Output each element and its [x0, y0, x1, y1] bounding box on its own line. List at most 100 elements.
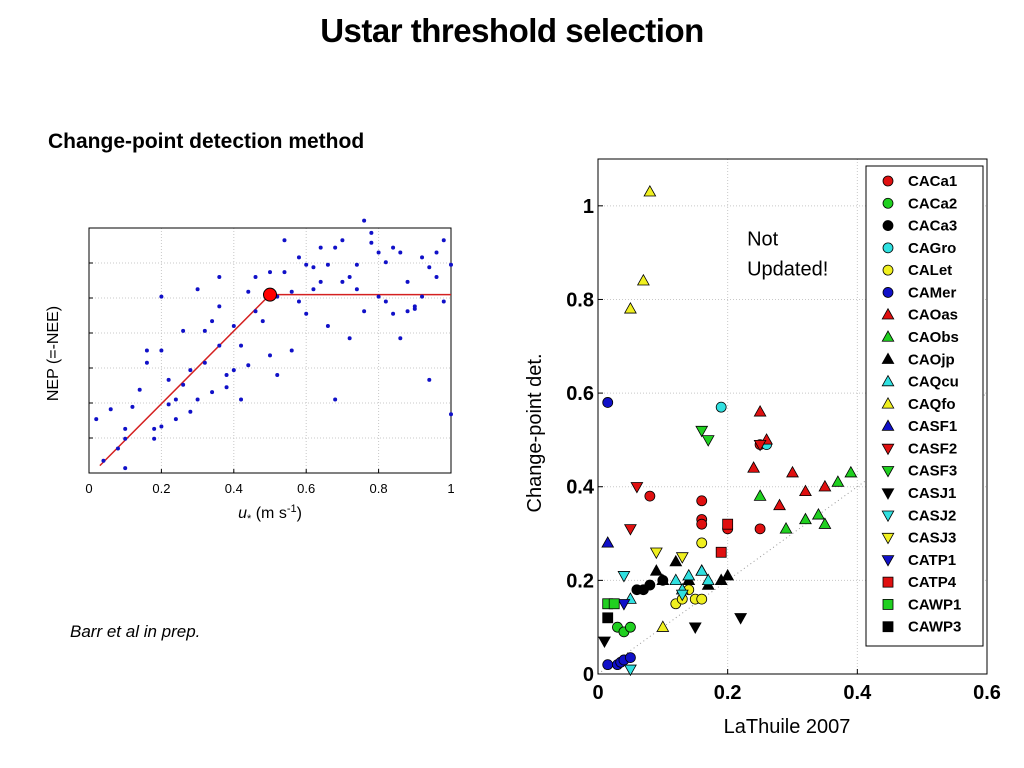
slide-title: Ustar threshold selection — [320, 12, 704, 49]
legend-marker-caca3 — [882, 220, 894, 231]
right-point-catp1 — [617, 599, 631, 611]
left-x-tick-label: 0.8 — [370, 481, 388, 496]
left-data-point — [391, 311, 396, 316]
right-point-casf3 — [701, 435, 715, 447]
left-data-point — [362, 218, 367, 223]
legend-label-caqfo: CAQfo — [908, 396, 956, 413]
left-data-point — [282, 270, 287, 275]
right-point-camer — [625, 652, 636, 664]
legend-marker-cawp1 — [882, 599, 894, 610]
left-data-point — [441, 299, 446, 304]
right-chart: 0 0.2 0.4 0.6 0 0.2 0.4 0.6 0.8 1 Not Updated! CACa1… — [524, 158, 1001, 738]
right-point-caqfo — [656, 620, 670, 632]
left-data-point — [347, 336, 352, 341]
left-data-point — [420, 255, 425, 260]
legend-marker-catp4 — [882, 576, 894, 588]
left-data-point — [239, 343, 244, 348]
right-x-tick-label: 0.6 — [973, 682, 1001, 704]
left-data-point — [152, 426, 157, 431]
right-point-casj3 — [675, 552, 689, 564]
left-data-point — [333, 245, 338, 250]
left-data-point — [398, 250, 403, 255]
left-data-point — [405, 279, 410, 284]
left-data-point — [354, 262, 359, 267]
left-data-point — [173, 397, 178, 402]
left-data-point — [318, 279, 323, 284]
left-plot-area — [89, 228, 451, 473]
right-point-caobs — [844, 465, 858, 478]
right-x-tick-label: 0.4 — [843, 682, 872, 704]
legend-marker-caca2 — [882, 197, 894, 209]
legend-label-catp1: CATP1 — [908, 552, 956, 569]
left-data-point — [441, 238, 446, 243]
left-data-point — [383, 260, 388, 265]
right-point-caojp — [656, 573, 670, 586]
left-data-point — [369, 230, 374, 235]
right-point-casf2 — [630, 482, 644, 494]
right-point-caca3 — [644, 579, 656, 591]
left-data-point — [449, 412, 453, 417]
right-point-caqfo — [643, 184, 657, 197]
left-x-axis-label: u* (m s-1) — [238, 503, 302, 525]
left-data-point — [210, 319, 215, 324]
legend-marker-caojp — [881, 352, 895, 364]
left-data-point — [391, 245, 396, 250]
right-point-caqcu — [682, 568, 696, 581]
right-point-casf1 — [601, 536, 615, 548]
right-point-casf3 — [695, 425, 709, 438]
left-data-point — [282, 238, 287, 243]
left-data-point — [398, 336, 403, 341]
legend-label-caobs: CAObs — [908, 329, 959, 346]
legend-label-casj2: CASJ2 — [908, 507, 956, 524]
left-data-point — [333, 397, 338, 402]
right-point-casj3 — [649, 547, 663, 560]
right-point-casj1 — [598, 636, 611, 649]
legend-marker-casj3 — [881, 532, 895, 545]
left-data-point — [268, 270, 272, 275]
right-x-tick-label: 0 — [592, 682, 603, 704]
left-data-point — [224, 373, 229, 377]
right-point-casf2 — [623, 524, 637, 536]
left-data-point — [449, 262, 453, 267]
right-point-camer — [602, 659, 614, 671]
left-data-point — [304, 311, 309, 316]
left-data-point — [123, 426, 128, 431]
left-data-point — [376, 250, 381, 255]
right-point-caobs — [799, 512, 812, 525]
right-x-tick-label: 0.2 — [714, 682, 742, 704]
right-x-axis-label: LaThuile 2007 — [724, 716, 851, 738]
left-x-tick-label: 1 — [447, 481, 454, 496]
left-data-point — [195, 397, 200, 402]
right-point-caoas — [773, 498, 786, 511]
legend-marker-caobs — [881, 330, 895, 342]
left-data-point — [144, 348, 149, 353]
left-data-point — [318, 245, 323, 250]
right-point-caca1 — [696, 518, 708, 530]
right-point-caojp — [649, 564, 663, 576]
legend-label-caoas: CAOas — [908, 307, 958, 324]
left-data-point — [217, 304, 222, 309]
right-point-catp4 — [715, 546, 727, 558]
left-data-point — [289, 348, 294, 353]
right-point-caca1 — [696, 495, 708, 507]
left-data-point — [123, 436, 128, 441]
left-data-point — [289, 289, 294, 294]
left-data-point — [202, 360, 207, 365]
left-data-point — [115, 446, 120, 451]
right-point-casj2 — [623, 664, 637, 677]
left-data-point — [369, 240, 374, 245]
right-point-caca2 — [625, 621, 636, 633]
right-point-caoas — [747, 461, 761, 473]
legend-label-casf1: CASF1 — [908, 418, 957, 435]
legend-marker-casj1 — [881, 488, 895, 500]
left-data-point — [188, 368, 193, 373]
right-y-tick-label: 0 — [583, 664, 594, 686]
left-data-point — [325, 262, 330, 267]
left-data-point — [354, 287, 359, 292]
legend-label-casf2: CASF2 — [908, 440, 957, 457]
left-data-point — [173, 417, 178, 422]
left-data-point — [195, 287, 200, 292]
left-data-point — [166, 377, 171, 382]
left-x-tick-label: 0.2 — [152, 481, 170, 496]
left-data-point — [253, 309, 258, 314]
